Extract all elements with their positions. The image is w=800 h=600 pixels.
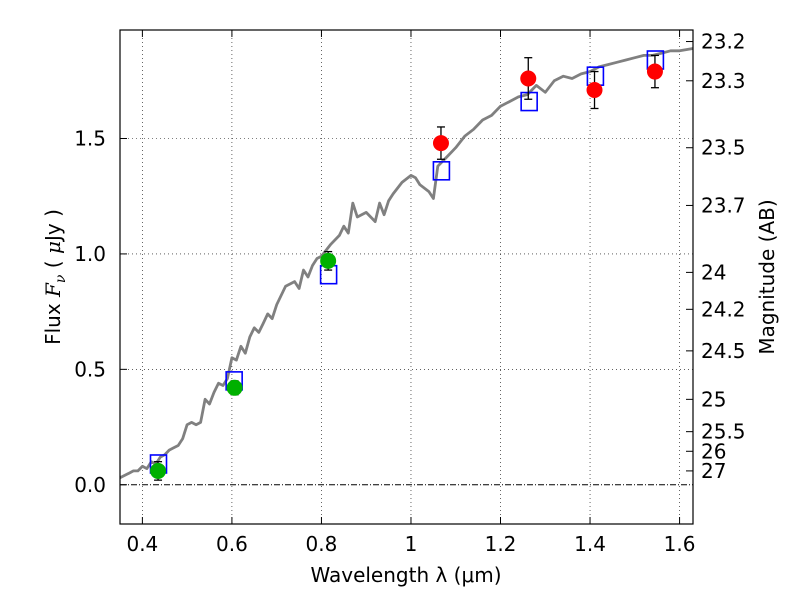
x-tick-label: 0.8 — [306, 532, 338, 556]
axis-ticks — [120, 30, 693, 524]
y2-tick-label: 25.5 — [701, 420, 746, 444]
y-axis-title-open: ( — [41, 254, 65, 275]
y2-tick-label: 23.7 — [701, 193, 746, 217]
y-tick-label: 0.0 — [74, 473, 106, 497]
y-axis-title-mu: μ — [41, 241, 65, 254]
y2-tick-label: 24.5 — [701, 339, 746, 363]
plot-frame — [119, 29, 694, 525]
x-axis-title: Wavelength λ (μm) — [310, 563, 501, 587]
y-axis-title-flux: Flux — [41, 297, 65, 345]
y-tick-label: 1.0 — [74, 242, 106, 266]
y2-tick-label: 27 — [701, 459, 726, 483]
model-photometry-square — [432, 161, 451, 181]
observed-point — [520, 70, 537, 87]
y-axis-title-unit: Jy ) — [41, 209, 65, 243]
y-axis-title-f: F — [41, 282, 65, 298]
model-photometry-square — [520, 91, 538, 112]
x-tick-label: 1.4 — [574, 532, 606, 556]
y-tick-label: 1.5 — [74, 126, 106, 150]
y2-tick-label: 26 — [701, 439, 726, 463]
x-tick-label: 0.6 — [216, 532, 248, 556]
x-tick-label: 1.6 — [664, 532, 696, 556]
observed-point — [432, 135, 449, 152]
y2-tick-label: 25 — [701, 387, 726, 411]
y-tick-label: 0.5 — [74, 357, 106, 381]
y-axis-title: Flux Fν ( μJy ) — [41, 209, 69, 345]
model-spectrum-layer — [119, 47, 694, 480]
y-axis-title-nu: ν — [53, 274, 69, 283]
y2-tick-label: 23.2 — [701, 30, 746, 54]
observed-point — [586, 82, 603, 99]
model-spectrum-line — [119, 47, 694, 480]
observed-point — [646, 63, 663, 80]
y2-axis-title: Magnitude (AB) — [755, 199, 779, 354]
observed-points-layer — [150, 54, 663, 481]
y2-tick-label: 23.5 — [701, 136, 746, 160]
y2-tick-label: 23.3 — [701, 69, 746, 93]
y2-tick-label: 24.2 — [701, 297, 746, 321]
x-tick-label: 1 — [405, 532, 418, 556]
x-tick-label: 0.4 — [126, 532, 158, 556]
observed-point — [150, 462, 167, 479]
observed-point — [320, 252, 337, 269]
tick-labels: 0.4 0.6 0.8 1 1.2 1.4 1.6 0.0 0.5 1.0 1.5 23.2 23.3 2… — [74, 30, 745, 556]
y2-tick-label: 24 — [701, 260, 726, 284]
observed-point — [226, 379, 243, 396]
plot-background — [120, 30, 693, 524]
x-tick-label: 1.2 — [485, 532, 517, 556]
